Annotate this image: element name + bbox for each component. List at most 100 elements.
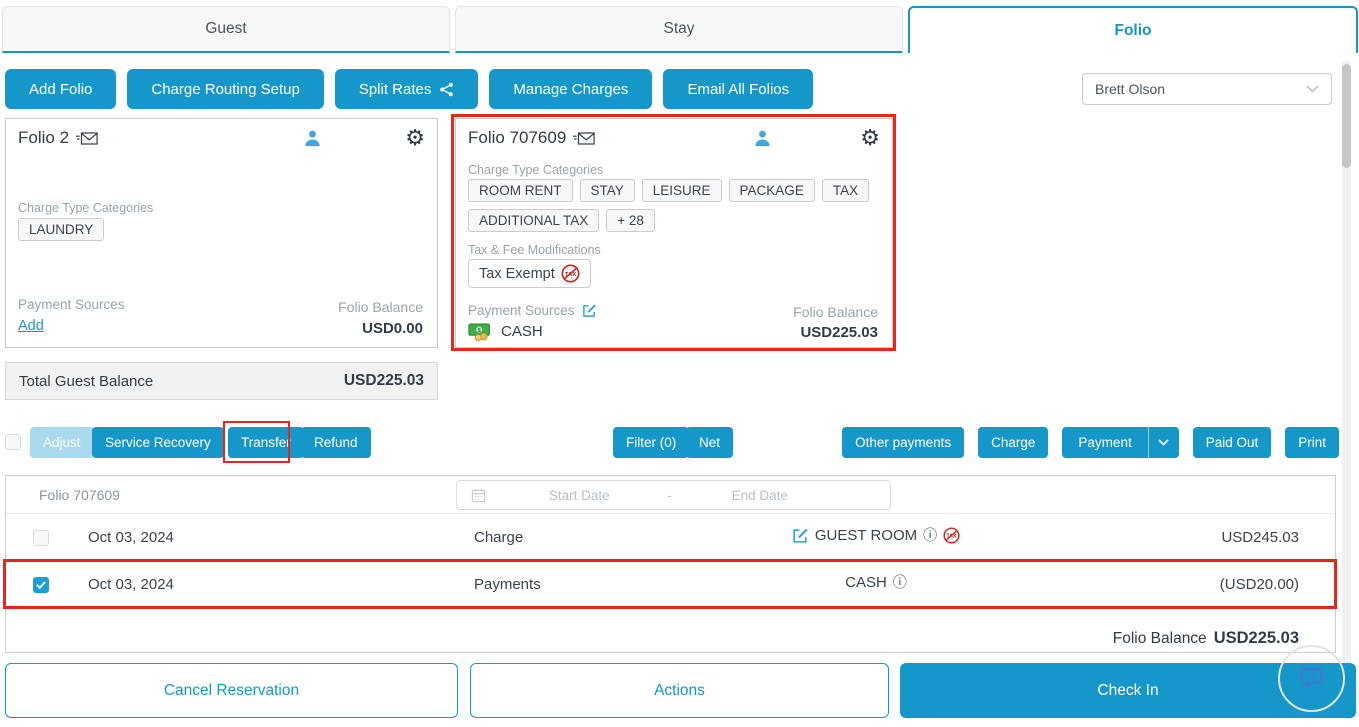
paid-out-label: Paid Out bbox=[1205, 435, 1259, 450]
add-folio-button[interactable]: Add Folio bbox=[5, 69, 117, 109]
guest-person-icon[interactable] bbox=[753, 129, 772, 148]
share-icon bbox=[439, 82, 454, 97]
filter-button[interactable]: Filter (0) bbox=[613, 427, 690, 458]
category-chip: STAY bbox=[579, 179, 635, 202]
email-all-folios-button[interactable]: Email All Folios bbox=[663, 69, 814, 109]
cancel-reservation-button[interactable]: Cancel Reservation bbox=[5, 663, 458, 718]
folio-card-folio2: Folio 2 ⚙ Charge Type Categories LAUNDRY… bbox=[5, 118, 438, 348]
transaction-type: Charge bbox=[474, 529, 524, 546]
transaction-row-charge: Oct 03, 2024 Charge GUEST ROOM ⓘ TAX USD… bbox=[6, 514, 1335, 561]
charge-routing-label: Charge Routing Setup bbox=[151, 80, 300, 98]
scrollbar-track[interactable] bbox=[1342, 60, 1351, 690]
transaction-description-text: CASH bbox=[845, 574, 887, 591]
category-chip-label: LEISURE bbox=[652, 183, 711, 198]
adjust-label: Adjust bbox=[43, 435, 81, 450]
info-icon[interactable]: ⓘ bbox=[923, 527, 938, 544]
split-rates-label: Split Rates bbox=[358, 80, 432, 98]
folio-balance-summary: Folio Balance USD225.03 bbox=[1113, 629, 1299, 648]
tab-guest[interactable]: Guest bbox=[2, 6, 450, 53]
email-folio-icon[interactable] bbox=[76, 131, 98, 146]
cash-money-icon: $ bbox=[468, 322, 494, 341]
folio707609-settings-gear-icon[interactable]: ⚙ bbox=[860, 126, 880, 151]
guest-selector-value: Brett Olson bbox=[1095, 81, 1166, 97]
service-recovery-button[interactable]: Service Recovery bbox=[92, 427, 224, 458]
actions-button[interactable]: Actions bbox=[470, 663, 889, 718]
manage-charges-label: Manage Charges bbox=[513, 80, 629, 98]
info-icon[interactable]: ⓘ bbox=[892, 574, 907, 591]
folio2-payment-sources-label: Payment Sources bbox=[18, 297, 125, 312]
charge-routing-setup-button[interactable]: Charge Routing Setup bbox=[127, 69, 324, 109]
end-date-input[interactable]: End Date bbox=[731, 487, 788, 503]
edit-payment-sources-icon[interactable] bbox=[582, 303, 597, 318]
folio2-balance-label: Folio Balance bbox=[338, 299, 423, 315]
add-folio-label: Add Folio bbox=[29, 80, 93, 98]
tax-exempt-chip: Tax Exempt TAX bbox=[468, 259, 591, 288]
transaction-date: Oct 03, 2024 bbox=[88, 576, 174, 593]
payment-sources-row: Payment Sources bbox=[468, 303, 597, 318]
folio2-title: Folio 2 bbox=[18, 128, 70, 147]
start-date-input[interactable]: Start Date bbox=[548, 487, 610, 503]
tab-folio[interactable]: Folio bbox=[908, 6, 1358, 53]
date-separator: - bbox=[667, 487, 672, 503]
guest-selector[interactable]: Brett Olson bbox=[1082, 73, 1332, 105]
manage-charges-button[interactable]: Manage Charges bbox=[489, 69, 653, 109]
category-chip: PACKAGE bbox=[728, 179, 815, 202]
transaction-description: GUEST ROOM ⓘ TAX bbox=[666, 527, 1086, 544]
payment-button[interactable]: Payment bbox=[1062, 427, 1179, 458]
select-all-checkbox[interactable] bbox=[5, 434, 21, 450]
feedback-chat-widget[interactable] bbox=[1278, 645, 1345, 712]
date-range-picker[interactable]: Start Date - End Date bbox=[456, 480, 891, 510]
svg-text:$: $ bbox=[478, 328, 482, 334]
transfer-button[interactable]: Transfer bbox=[228, 427, 304, 458]
folio-balance-value: USD225.03 bbox=[1213, 629, 1299, 647]
row-checkbox[interactable] bbox=[33, 530, 49, 546]
transaction-type: Payments bbox=[474, 576, 541, 593]
transaction-row-payment: Oct 03, 2024 Payments CASH ⓘ (USD20.00) bbox=[6, 561, 1335, 608]
transfer-label: Transfer bbox=[241, 435, 291, 450]
folio-card-707609: Folio 707609 ⚙ Charge Type Categories RO… bbox=[455, 118, 893, 348]
row-checkbox-checked[interactable] bbox=[33, 577, 49, 593]
tax-exempt-label: Tax Exempt bbox=[479, 265, 555, 282]
folio2-title-wrap: Folio 2 bbox=[18, 128, 98, 148]
tab-stay[interactable]: Stay bbox=[455, 6, 903, 53]
transaction-amount: (USD20.00) bbox=[1219, 576, 1299, 593]
transaction-amount: USD245.03 bbox=[1221, 529, 1299, 546]
actions-label: Actions bbox=[654, 681, 705, 699]
transactions-table: Folio 707609 Start Date - End Date Oct 0… bbox=[5, 475, 1336, 653]
svg-text:TAX: TAX bbox=[947, 534, 958, 540]
paid-out-button[interactable]: Paid Out bbox=[1192, 427, 1272, 458]
total-guest-balance-value: USD225.03 bbox=[343, 372, 424, 389]
folio2-title-row: Folio 2 ⚙ bbox=[18, 126, 425, 154]
payment-dropdown-chevron-icon[interactable] bbox=[1149, 439, 1179, 446]
category-chip-label: PACKAGE bbox=[739, 183, 804, 198]
transaction-date: Oct 03, 2024 bbox=[88, 529, 174, 546]
scrollbar-thumb[interactable] bbox=[1342, 64, 1351, 168]
charge-button[interactable]: Charge bbox=[978, 427, 1049, 458]
refund-label: Refund bbox=[314, 435, 358, 450]
email-folio-icon[interactable] bbox=[573, 131, 595, 146]
folio2-balance-value: USD0.00 bbox=[362, 320, 423, 337]
folio-toolbar: Add Folio Charge Routing Setup Split Rat… bbox=[5, 69, 814, 109]
folio2-charge-type-label: Charge Type Categories bbox=[18, 201, 154, 215]
adjust-button[interactable]: Adjust bbox=[30, 427, 94, 458]
folio707609-title-wrap: Folio 707609 bbox=[468, 128, 595, 148]
calendar-icon bbox=[471, 488, 486, 503]
edit-charge-icon[interactable] bbox=[792, 527, 809, 544]
split-rates-button[interactable]: Split Rates bbox=[334, 69, 479, 109]
other-payments-button[interactable]: Other payments bbox=[842, 427, 965, 458]
payment-label: Payment bbox=[1078, 435, 1132, 450]
net-button[interactable]: Net bbox=[686, 427, 734, 458]
add-payment-source-link[interactable]: Add bbox=[18, 318, 44, 334]
no-tax-icon: TAX bbox=[943, 527, 960, 544]
tax-exempt-wrap: Tax Exempt TAX bbox=[468, 259, 591, 288]
refund-button[interactable]: Refund bbox=[301, 427, 371, 458]
chevron-down-icon bbox=[1306, 85, 1319, 93]
category-overflow-chip[interactable]: + 28 bbox=[606, 209, 655, 232]
transaction-description: CASH ⓘ bbox=[666, 574, 1086, 591]
folio707609-chips: ROOM RENT STAY LEISURE PACKAGE TAX ADDIT… bbox=[468, 179, 882, 232]
payment-source-item: $ CASH bbox=[468, 322, 543, 341]
print-button[interactable]: Print bbox=[1285, 427, 1339, 458]
guest-person-icon[interactable] bbox=[303, 129, 322, 148]
print-label: Print bbox=[1298, 435, 1326, 450]
folio2-settings-gear-icon[interactable]: ⚙ bbox=[405, 126, 425, 151]
